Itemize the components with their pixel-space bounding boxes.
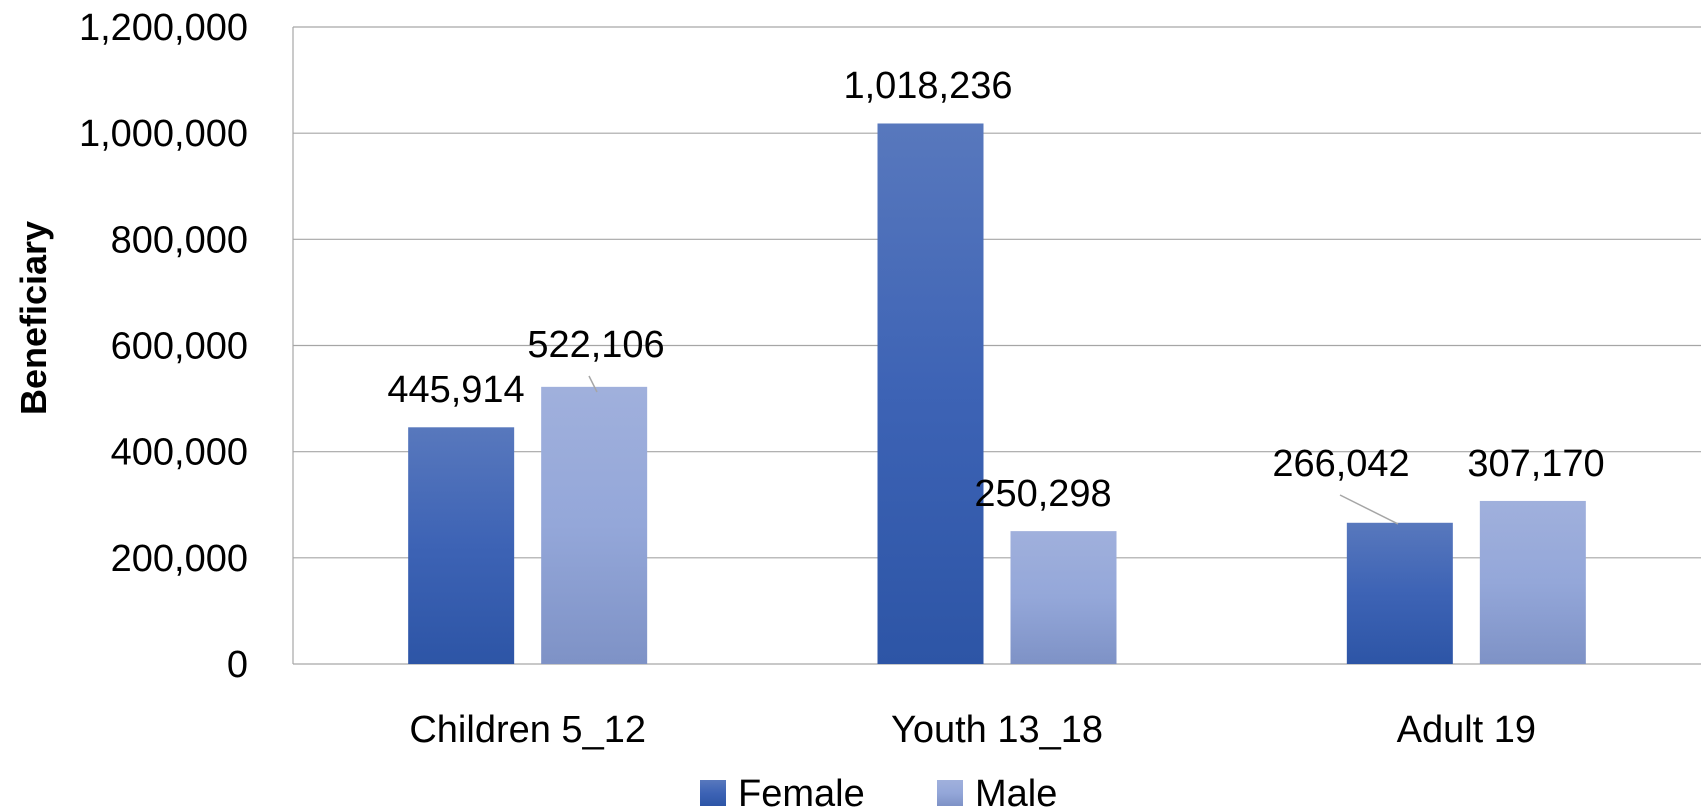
y-tick-label: 200,000 — [111, 538, 248, 580]
leader-lines — [588, 375, 1399, 525]
x-tick-label: Youth 13_18 — [891, 709, 1103, 751]
bar-male-2 — [1479, 500, 1586, 664]
bar-male-1 — [1010, 531, 1117, 664]
bar-male-0 — [541, 386, 648, 664]
x-axis-ticks: Children 5_12 Youth 13_18 Adult 19 — [409, 709, 1536, 751]
data-label-female-2: 266,042 — [1272, 443, 1409, 485]
data-label-male-1: 250,298 — [974, 473, 1111, 515]
y-axis-ticks: 0 200,000 400,000 600,000 800,000 1,000,000 1,… — [79, 7, 248, 686]
y-tick-label: 1,000,000 — [79, 113, 248, 155]
legend-swatch-female — [700, 780, 726, 806]
bar-female-0 — [408, 427, 515, 664]
y-tick-label: 800,000 — [111, 219, 248, 261]
legend: Female Male — [700, 773, 1057, 809]
leader-line — [1339, 494, 1399, 525]
y-tick-label: 600,000 — [111, 326, 248, 368]
data-label-female-1: 1,018,236 — [843, 65, 1012, 107]
x-tick-label: Adult 19 — [1397, 709, 1536, 751]
data-label-female-0: 445,914 — [387, 369, 524, 411]
legend-label-male: Male — [975, 773, 1057, 809]
y-tick-label: 0 — [227, 644, 248, 686]
gridlines — [293, 26, 1701, 665]
legend-label-female: Female — [738, 773, 865, 809]
leader-line — [588, 375, 598, 393]
y-tick-label: 1,200,000 — [79, 7, 248, 49]
legend-swatch-male — [937, 780, 963, 806]
bar-female-1 — [877, 123, 984, 664]
y-axis-label: Beneficiary — [13, 221, 54, 415]
x-tick-label: Children 5_12 — [409, 709, 646, 751]
data-label-male-0: 522,106 — [527, 324, 664, 366]
bars — [408, 123, 1586, 664]
bar-female-2 — [1346, 522, 1453, 664]
y-tick-label: 400,000 — [111, 432, 248, 474]
data-label-male-2: 307,170 — [1467, 443, 1604, 485]
